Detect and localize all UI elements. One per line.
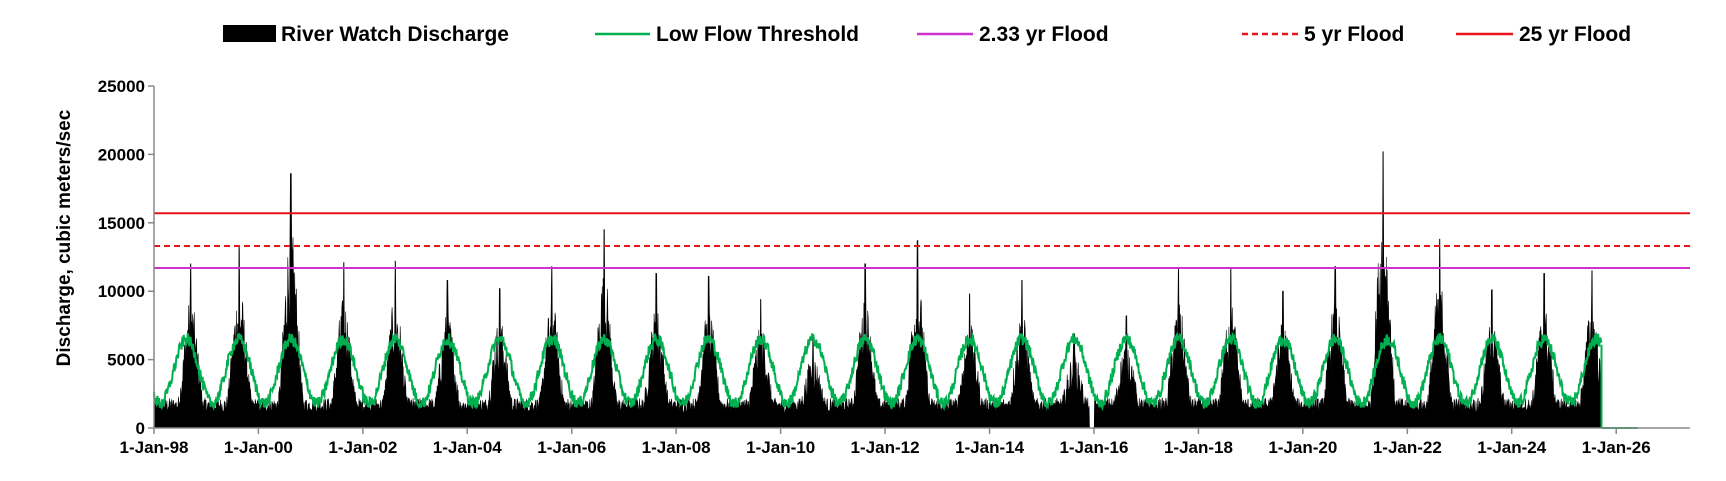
x-tick-label: 1-Jan-14 [955,438,1025,457]
legend-label-25-yr-flood: 25 yr Flood [1519,23,1631,46]
legend-item-5-yr-flood: 5 yr Flood [1242,23,1404,46]
flood-threshold-lines [154,212,1690,269]
x-tick-label: 1-Jan-00 [224,438,293,457]
x-tick-label: 1-Jan-16 [1059,438,1128,457]
x-tick-label: 1-Jan-12 [851,438,920,457]
y-tick-label: 15000 [98,214,145,233]
discharge-area-group [153,151,1638,429]
y-tick-labels: 0 5000 10000 15000 20000 25000 [98,77,154,438]
x-tick-label: 1-Jan-98 [120,438,189,457]
legend-swatch-river-watch-discharge [223,25,276,42]
y-axis-title: Discharge, cubic meters/sec [54,109,75,366]
x-tick-label: 1-Jan-18 [1164,438,1233,457]
x-tick-label: 1-Jan-02 [328,438,397,457]
low-flow-threshold-line [153,331,1603,412]
y-tick-label: 20000 [98,145,145,164]
x-tick-label: 1-Jan-24 [1477,438,1547,457]
y-tick-label: 25000 [98,77,145,96]
x-tick-label: 1-Jan-04 [433,438,503,457]
x-tick-labels: 1-Jan-98 1-Jan-00 1-Jan-02 1-Jan-04 1-Jan-06… [120,428,1651,457]
x-tick-label: 1-Jan-26 [1582,438,1651,457]
y-tick-label: 10000 [98,282,145,301]
legend-item-25-yr-flood: 25 yr Flood [1456,23,1631,46]
axes [153,86,1690,429]
legend-item-low-flow-threshold: Low Flow Threshold [595,23,859,46]
legend-label-5-yr-flood: 5 yr Flood [1304,23,1404,46]
x-tick-label: 1-Jan-20 [1268,438,1337,457]
x-tick-label: 1-Jan-06 [537,438,606,457]
legend-item-2-33-yr-flood: 2.33 yr Flood [917,23,1109,46]
low-flow-line-group [153,331,1603,428]
y-tick-label: 5000 [107,351,145,370]
legend: River Watch Discharge Low Flow Threshold… [223,23,1631,46]
x-tick-label: 1-Jan-22 [1373,438,1442,457]
legend-item-river-watch-discharge: River Watch Discharge [223,23,509,46]
y-tick-label: 0 [136,419,145,438]
discharge-area [153,151,1602,429]
legend-label-2-33-yr-flood: 2.33 yr Flood [979,23,1109,46]
legend-label-low-flow-threshold: Low Flow Threshold [656,23,859,46]
legend-label-river-watch-discharge: River Watch Discharge [281,23,509,46]
x-tick-label: 1-Jan-08 [642,438,711,457]
x-tick-label: 1-Jan-10 [746,438,815,457]
